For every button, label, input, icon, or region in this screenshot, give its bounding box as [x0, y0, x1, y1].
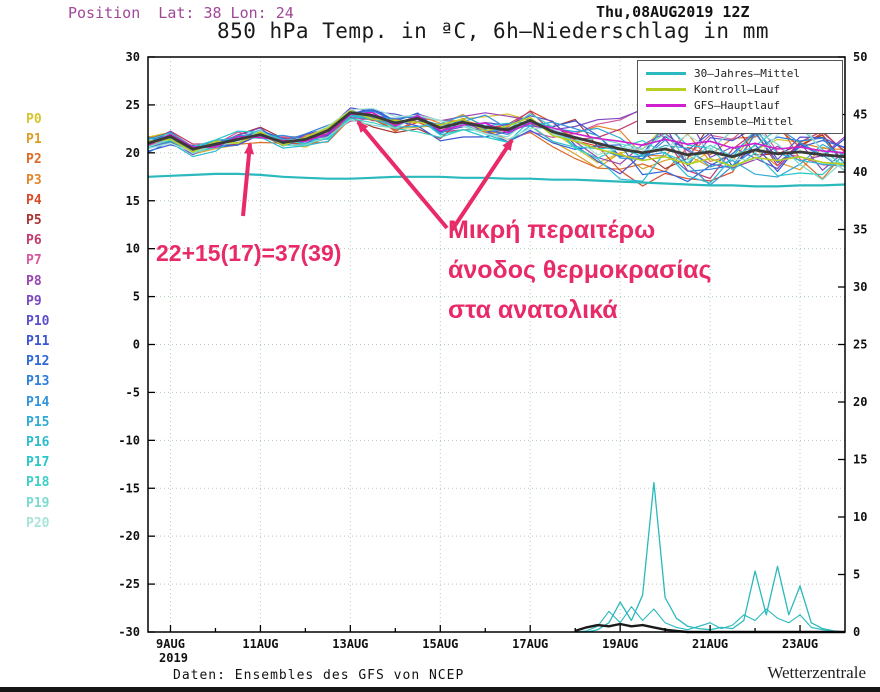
- y-left-tick-0: 0: [133, 338, 140, 352]
- data-source-note: Daten: Ensembles des GFS von NCEP: [173, 668, 465, 683]
- annotation-greek-line2: άνοδος θερμοκρασίας: [448, 256, 712, 284]
- member-label-P1: P1: [26, 132, 42, 148]
- y-right-tick-0: 0: [853, 625, 860, 639]
- y-left-tick-5: 5: [133, 290, 140, 304]
- y-right-tick-5: 5: [853, 568, 860, 582]
- x-tick-19AUG: 19AUG: [602, 637, 638, 651]
- member-label-P4: P4: [26, 192, 42, 208]
- legend-swatch: [646, 119, 686, 123]
- annotation-greek-line1: Μικρή περαιτέρω: [448, 216, 656, 244]
- y-right-tick-30: 30: [853, 280, 867, 294]
- member-label-P10: P10: [26, 313, 50, 329]
- member-label-P15: P15: [26, 414, 50, 430]
- legend-swatch: [646, 87, 686, 91]
- x-tick-21AUG: 21AUG: [692, 637, 728, 651]
- x-tick-sublabel: 2019: [159, 651, 188, 665]
- y-right-tick-10: 10: [853, 510, 867, 524]
- y-left-tick--25: -25: [118, 577, 140, 591]
- legend-item-2: Kontroll–Lauf: [646, 82, 834, 96]
- legend-swatch: [646, 71, 686, 75]
- axis-tick-labels: -30 -25 -20 -15 -10 -5 0 5 10 15 20 25 30 0 5 10 15 20 25 3…: [118, 50, 867, 665]
- member-label-P7: P7: [26, 253, 42, 269]
- member-label-column: P0 P1 P2 P3 P4 P5 P6 P7 P8 P9 P10 P11 P12 P13 P14 P15 P1…: [26, 112, 49, 536]
- annotation-formula: 22+15(17)=37(39): [156, 240, 342, 266]
- x-tick-9AUG: 9AUG: [156, 637, 185, 651]
- y-right-tick-50: 50: [853, 50, 867, 64]
- legend-item-4: Ensemble–Mittel: [646, 114, 834, 128]
- member-label-P19: P19: [26, 495, 50, 511]
- y-left-tick--5: -5: [126, 385, 140, 399]
- line-30yr-mean: [147, 172, 846, 188]
- line-ensemble-mean: [147, 111, 846, 159]
- brand-wetterzentrale: Wetterzentrale: [767, 663, 866, 682]
- x-tick-23AUG: 23AUG: [782, 637, 818, 651]
- member-label-P16: P16: [26, 435, 50, 450]
- member-label-P14: P14: [26, 394, 50, 410]
- y-right-tick-40: 40: [853, 165, 867, 179]
- y-right-tick-20: 20: [853, 395, 867, 409]
- y-right-tick-25: 25: [853, 338, 867, 352]
- member-label-P20: P20: [26, 515, 50, 531]
- y-left-tick--10: -10: [118, 433, 140, 447]
- y-left-tick-20: 20: [126, 146, 140, 160]
- legend-item-3: GFS–Hauptlauf: [646, 98, 834, 112]
- position-label: Position Lat: 38 Lon: 24: [68, 4, 294, 22]
- annotation-arrow-1: [241, 142, 255, 217]
- legend-label: Kontroll–Lauf: [694, 82, 781, 96]
- y-left-tick--15: -15: [118, 481, 140, 495]
- y-right-tick-35: 35: [853, 223, 867, 237]
- member-label-P3: P3: [26, 172, 42, 188]
- grid-lines: [148, 57, 845, 632]
- y-left-tick-30: 30: [126, 50, 140, 64]
- member-label-P17: P17: [26, 455, 50, 471]
- highlight-lines: [147, 109, 846, 188]
- annotation-arrows: [241, 120, 514, 232]
- x-tick-11AUG: 11AUG: [242, 637, 278, 651]
- member-label-P9: P9: [26, 293, 42, 309]
- legend-label: GFS–Hauptlauf: [694, 98, 781, 112]
- member-label-P6: P6: [26, 233, 42, 249]
- member-label-P11: P11: [26, 334, 50, 350]
- annotation-greek-line3: στα ανατολικά: [448, 296, 618, 324]
- chart-title: 850 hPa Temp. in ªC, 6h–Niederschlag in …: [216, 19, 769, 43]
- x-tick-13AUG: 13AUG: [332, 637, 368, 651]
- y-left-tick-15: 15: [126, 194, 140, 208]
- member-label-P5: P5: [26, 212, 42, 228]
- annotation-arrow-2: [356, 120, 449, 230]
- member-label-P0: P0: [26, 112, 42, 127]
- legend-label: Ensemble–Mittel: [694, 114, 794, 128]
- legend-item-1: 30–Jahres–Mittel: [646, 66, 834, 80]
- chart-legend: 30–Jahres–Mittel Kontroll–Lauf GFS–Hauptla…: [637, 60, 843, 134]
- y-left-tick-10: 10: [126, 242, 140, 256]
- y-left-tick--30: -30: [118, 625, 140, 639]
- bottom-border-bar: [0, 687, 880, 692]
- member-label-P18: P18: [26, 475, 50, 491]
- y-right-tick-15: 15: [853, 453, 867, 467]
- axes: [147, 56, 846, 633]
- run-datetime: Thu,08AUG2019 12Z: [596, 3, 750, 21]
- y-left-tick-25: 25: [126, 98, 140, 112]
- member-label-P12: P12: [26, 354, 50, 370]
- y-left-tick--20: -20: [118, 529, 140, 543]
- x-tick-17AUG: 17AUG: [512, 637, 548, 651]
- x-tick-15AUG: 15AUG: [422, 637, 458, 651]
- legend-label: 30–Jahres–Mittel: [694, 66, 800, 80]
- y-right-tick-45: 45: [853, 108, 867, 122]
- legend-swatch: [646, 103, 686, 107]
- annotation-arrow-3: [450, 138, 514, 232]
- annotation-greek-text: Μικρή περαιτέρω άνοδος θερμοκρασίας στα …: [448, 210, 712, 330]
- member-label-P13: P13: [26, 374, 50, 390]
- member-label-P2: P2: [26, 152, 42, 168]
- member-label-P8: P8: [26, 273, 42, 289]
